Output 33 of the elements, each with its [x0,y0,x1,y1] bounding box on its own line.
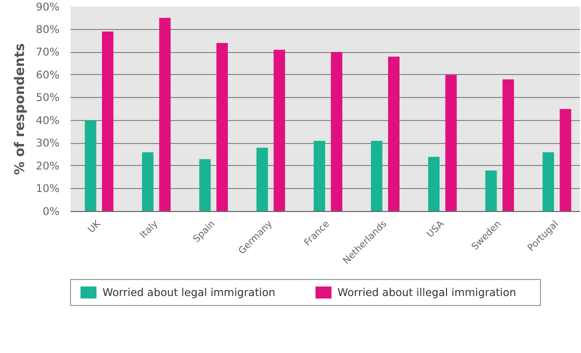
y-tick-label: 10% [36,182,60,196]
legend-label: Worried about illegal immigration [338,286,516,299]
bar [142,152,154,212]
bar [256,148,268,212]
bar [388,56,400,212]
bar [560,109,572,212]
bar [330,52,342,212]
bar [216,42,228,212]
y-tick-label: 60% [36,68,60,82]
bar [84,120,96,212]
bar [159,18,171,212]
y-tick-label: 90% [36,0,60,14]
y-tick-label: 80% [36,22,60,36]
y-tick-label: 0% [42,205,60,218]
legend-label: Worried about legal immigration [102,286,276,299]
y-axis-title: % of respondents [12,43,28,175]
y-tick-label: 20% [36,159,60,172]
bar [102,32,114,212]
x-tick-label: USA [424,218,447,240]
bar [370,140,382,212]
bar [502,79,514,212]
y-tick-label: 30% [36,136,60,150]
x-tick-label: UK [86,218,104,236]
y-tick-label: 70% [36,46,60,59]
bar [428,156,440,212]
bar [314,140,326,212]
y-tick-label: 50% [36,91,60,104]
bar [542,152,554,212]
bar [445,74,457,212]
bar [274,50,286,212]
bar [485,170,497,212]
y-tick-label: 40% [36,114,60,127]
bar [199,159,211,212]
